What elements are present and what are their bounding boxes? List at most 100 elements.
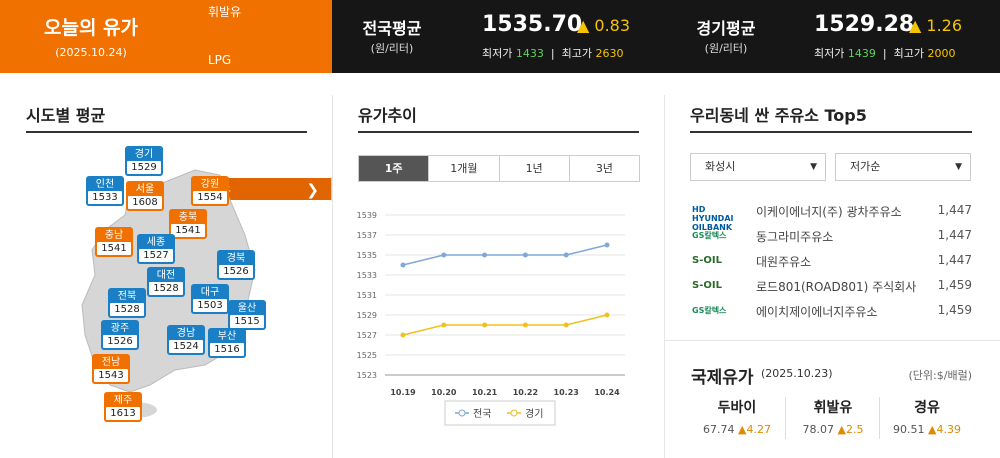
region-chungnam[interactable]: 충남 1541 [95,227,133,257]
divider [332,95,333,458]
region-gwangju[interactable]: 광주 1526 [101,320,139,350]
max-label: 최고가 [561,47,592,60]
today-price-panel: 오늘의 유가 (2025.10.24) [0,0,182,73]
region-ulsan[interactable]: 울산 1515 [228,300,266,330]
region-price: 1516 [210,343,244,356]
gyeonggi-unit: (원/리터) [704,42,748,55]
divider [785,397,786,439]
x-tick-label: 10.21 [472,388,498,397]
region-jeonbuk[interactable]: 전북 1528 [108,288,146,318]
region-name: 광주 [110,323,130,334]
data-point [482,252,488,258]
x-tick-label: 10.24 [594,388,620,397]
data-point [522,252,528,258]
region-name: 대구 [200,287,220,298]
gyeonggi-min: 1439 [847,47,876,60]
data-point [604,312,610,318]
legend-label: 경기 [525,407,543,420]
region-price: 1554 [193,191,227,204]
national-price: 1535.70 [482,12,583,37]
station-item[interactable]: GS칼텍스 동그라미주유소 1,447 [692,225,972,249]
national-min-max: 최저가 1433 | 최고가 2630 [482,47,624,60]
region-price: 1613 [106,407,140,420]
dropdown-arrow-icon: ▼ [810,162,817,172]
station-price: 1,447 [937,203,972,217]
region-price: 1526 [219,265,253,278]
station-item[interactable]: HD HYUNDAI OILBANK 이케이에너지(주) 광차주유소 1,447 [692,200,972,232]
region-seoul[interactable]: 서울 1608 [126,181,164,211]
region-name: 인천 [95,179,115,190]
region-name: 충남 [104,230,124,241]
chevron-right-icon: ❯ [306,181,319,199]
intl-price-row: 90.51 ▲4.39 [879,423,975,436]
gyeonggi-min-max: 최저가 1439 | 최고가 2000 [814,47,956,60]
region-daegu[interactable]: 대구 1503 [191,284,229,314]
tab-1month[interactable]: 1개월 [428,156,498,181]
divider [664,95,665,458]
station-name: 에이치제이에너지주유소 [756,305,878,319]
tab-1week[interactable]: 1주 [359,156,429,181]
region-jeju[interactable]: 제주 1613 [104,392,142,422]
region-chungbuk[interactable]: 충북 1541 [169,209,207,239]
tab-3year[interactable]: 3년 [568,156,639,181]
intl-dubai: 두바이 67.74 ▲4.27 [689,397,785,436]
region-name: 경북 [226,253,246,264]
station-item[interactable]: S-OIL 로드801(ROAD801) 주식회사 1,459 [692,275,972,299]
station-price: 1,459 [937,278,972,292]
region-price: 1528 [110,303,144,316]
trend-chart-svg: 1539 1537 1535 1533 1531 1529 1527 1525 1523 10.1… [357,211,625,426]
intl-name: 두바이 [717,400,757,416]
intl-price-row: 78.07 ▲2.5 [785,423,881,436]
data-point [563,322,569,328]
region-price: 1528 [149,282,183,295]
national-change: ▲ 0.83 [577,16,631,35]
section-underline [690,131,972,133]
s-oil-logo-icon: S-OIL [692,280,722,291]
region-name: 제주 [113,395,133,406]
region-gyeongnam[interactable]: 경남 1524 [167,325,205,355]
gyeonggi-average: 경기평균 (원/리터) 1529.28 ▲ 1.26 최저가 1439 | 최고… [666,0,1000,73]
data-point [482,322,488,328]
tab-1year[interactable]: 1년 [498,156,569,181]
station-item[interactable]: GS칼텍스 에이치제이에너지주유소 1,459 [692,300,972,324]
intl-change: ▲2.5 [837,423,864,436]
intl-name: 경유 [914,400,940,416]
y-tick-label: 1533 [357,271,377,280]
region-daejeon[interactable]: 대전 1528 [147,267,185,297]
sort-select[interactable]: 저가순 ▼ [835,153,971,181]
region-name: 강원 [200,179,220,190]
fuel-tab-gasoline[interactable]: 휘발유 [208,5,242,19]
intl-price: 78.07 [802,423,835,436]
top-banner: 오늘의 유가 (2025.10.24) 휘발유 경유❯ LPG 전국평균 (원/… [0,0,1000,201]
region-incheon[interactable]: 인천 1533 [86,176,124,206]
region-sejong[interactable]: 세종 1527 [137,234,175,264]
region-gangwon[interactable]: 강원 1554 [191,176,229,206]
region-busan[interactable]: 부산 1516 [208,328,246,358]
station-name: 대원주유소 [756,255,812,269]
region-name: 전남 [101,357,121,368]
intl-price: 90.51 [893,423,925,436]
section-underline [358,131,639,133]
legend-marker [510,409,518,417]
national-unit: (원/리터) [370,42,414,55]
gs-caltex-logo-icon: GS칼텍스 [692,306,727,315]
korea-map: 경기 1529 인천 1533 서울 1608 강원 1554 충북 1541 충남 154… [70,146,280,422]
sort-select-value: 저가순 [850,160,881,173]
station-price: 1,447 [937,228,972,242]
region-name: 경기 [134,149,154,160]
region-jeonnam[interactable]: 전남 1543 [92,354,130,384]
region-gyeongbuk[interactable]: 경북 1526 [217,250,255,280]
region-select[interactable]: 화성시 ▼ [690,153,826,181]
region-price: 1527 [139,249,173,262]
divider [879,397,880,439]
gyeonggi-average-label: 경기평균 [696,19,756,38]
intl-price-row: 67.74 ▲4.27 [689,423,785,436]
international-date: (2025.10.23) [761,367,833,380]
station-item[interactable]: S-OIL 대원주유소 1,447 [692,250,972,274]
region-gyeonggi[interactable]: 경기 1529 [125,146,163,176]
region-name: 대전 [156,270,176,281]
fuel-tab-lpg[interactable]: LPG [208,53,232,67]
y-tick-label: 1527 [357,331,377,340]
region-price: 1541 [97,242,131,255]
national-max: 2630 [595,47,624,60]
